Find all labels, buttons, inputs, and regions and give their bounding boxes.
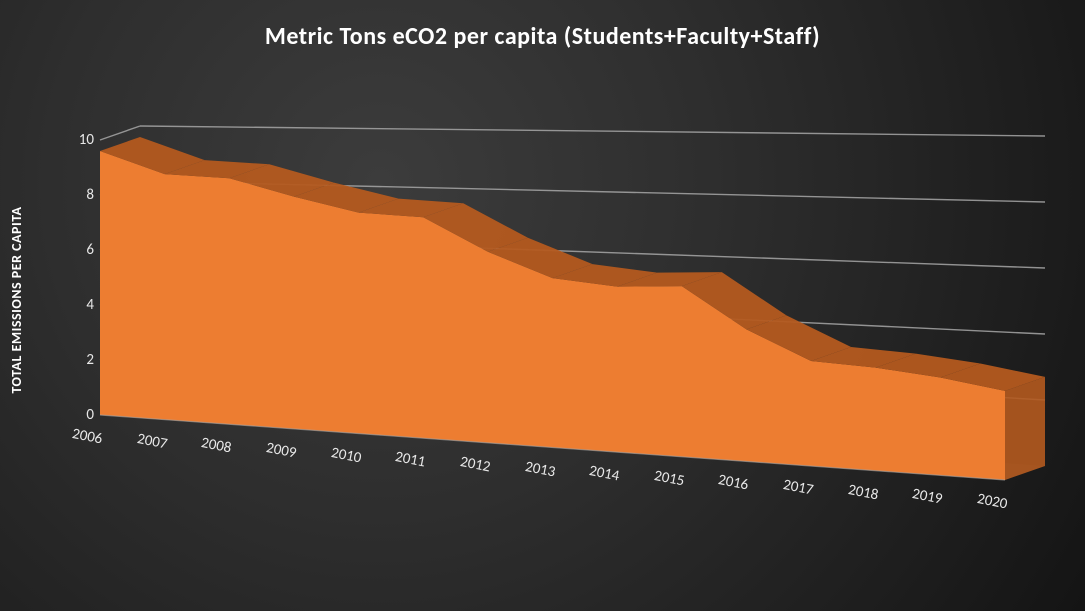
y-tick-label: 2 [54, 351, 94, 369]
y-tick-label: 10 [54, 131, 94, 149]
y-tick-label: 4 [54, 296, 94, 314]
gridline-side [100, 126, 140, 140]
chart-stage: Metric Tons eCO2 per capita (Students+Fa… [0, 0, 1085, 611]
area-chart-svg [0, 0, 1085, 611]
y-tick-label: 6 [54, 241, 94, 259]
y-tick-label: 8 [54, 186, 94, 204]
area-front-face [100, 151, 1005, 480]
y-tick-label: 0 [54, 406, 94, 424]
gridline-back [140, 126, 1045, 136]
area-right-cap [1005, 377, 1045, 480]
